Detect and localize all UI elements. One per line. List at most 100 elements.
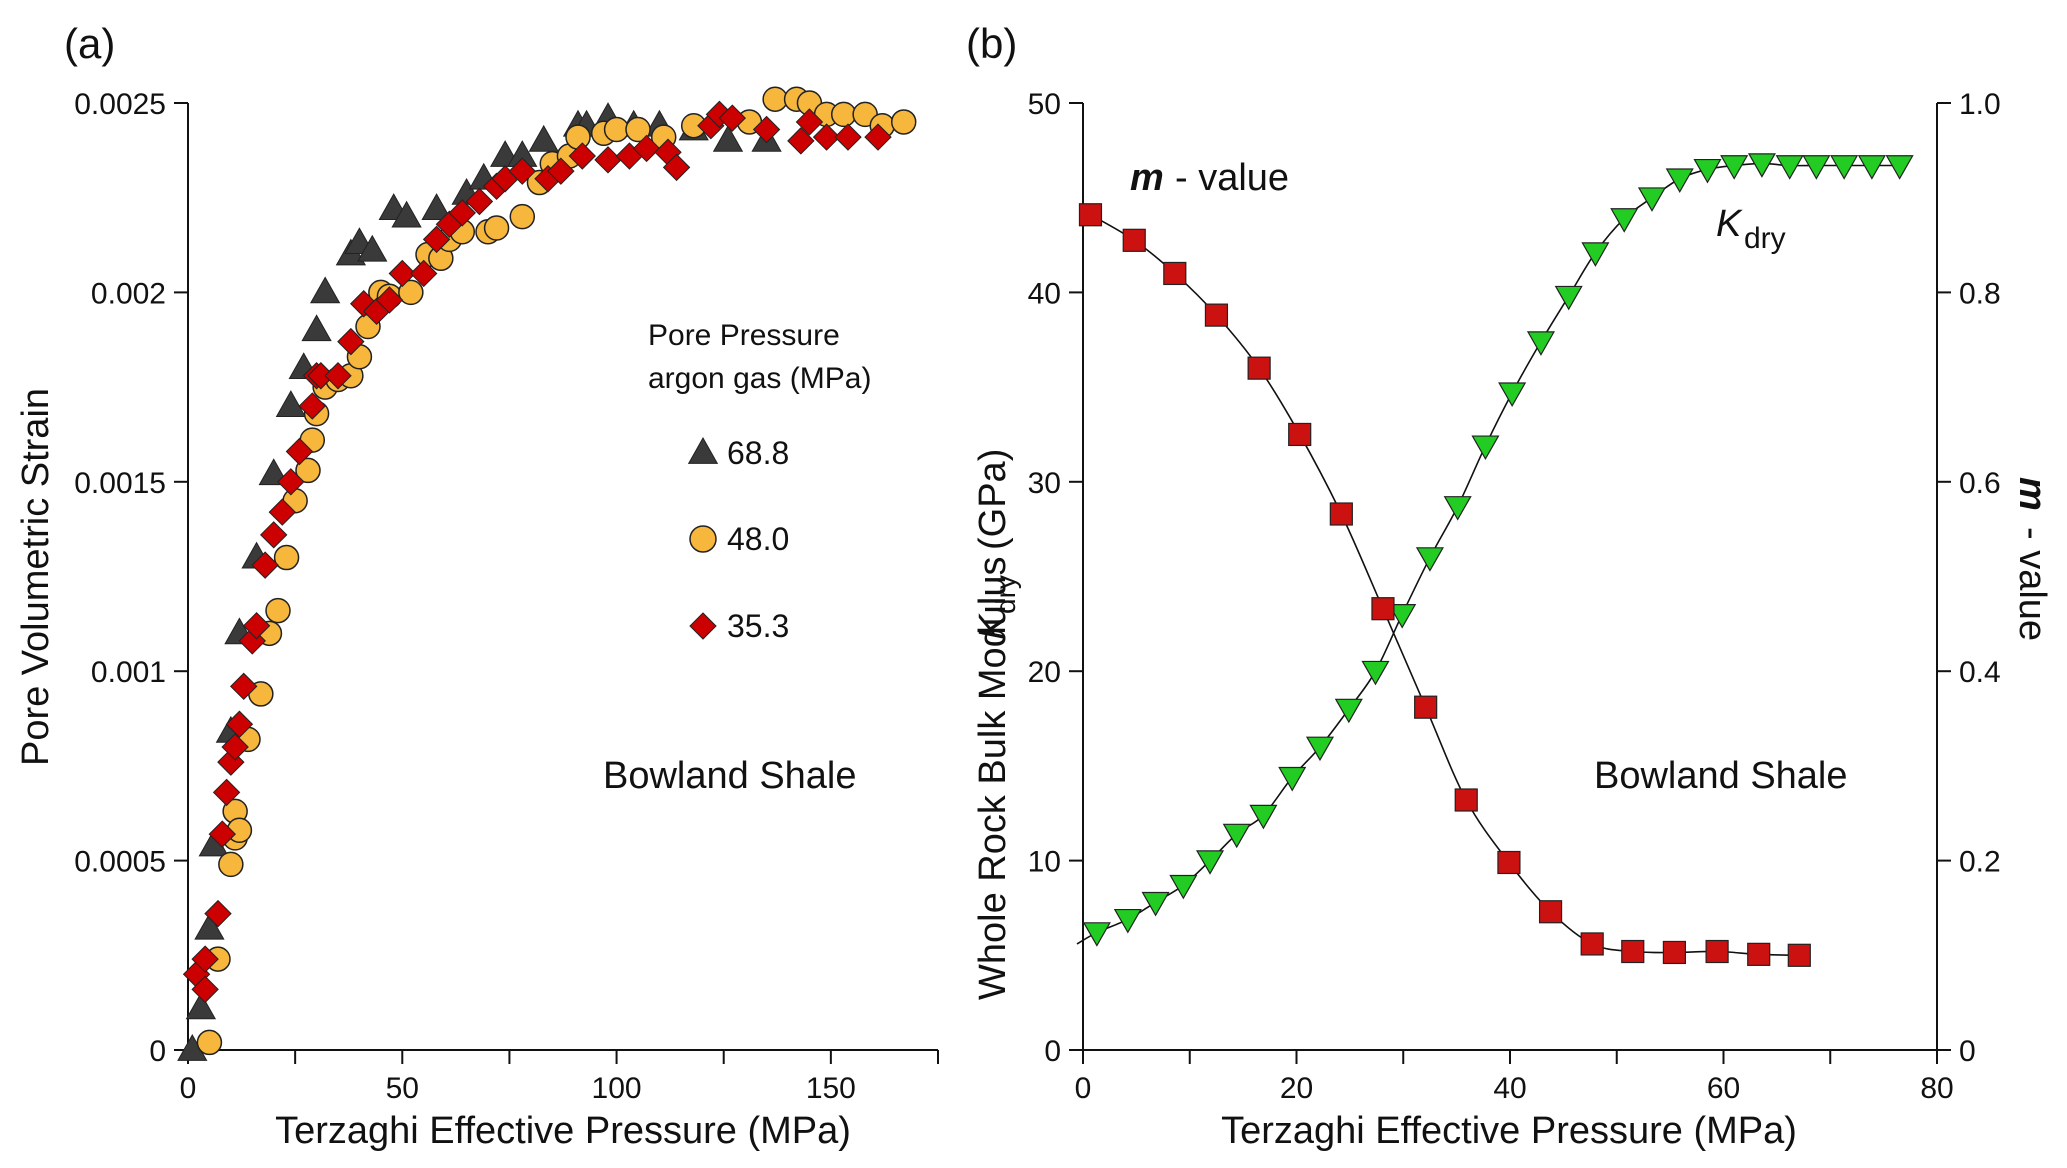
panel-b-right-y-tick-label: 0.4 — [1959, 656, 2001, 689]
point-k-dry — [1775, 155, 1804, 180]
point-35-3 — [225, 710, 254, 738]
point-48-0 — [603, 116, 630, 143]
panel-b-left-y-tick-label: 50 — [1028, 88, 1061, 121]
legend-label-48-0: 48.0 — [727, 521, 789, 557]
panel-a-y-tick-label: 0.001 — [91, 656, 166, 689]
point-35-3 — [422, 225, 451, 254]
point-m-value — [1414, 695, 1438, 719]
point-35-3 — [260, 521, 288, 549]
point-35-3 — [662, 153, 691, 182]
point-68-8 — [528, 124, 559, 152]
panel-a-y-tick-label: 0.0005 — [74, 846, 166, 879]
left-axis-title-subscript: dry — [990, 575, 1021, 614]
panel-b-left-y-tick-label: 0 — [1044, 1035, 1061, 1068]
point-m-value — [1247, 356, 1271, 380]
point-35-3 — [277, 468, 305, 496]
point-k-dry — [1885, 155, 1914, 180]
point-k-dry — [1278, 766, 1307, 792]
point-48-0 — [218, 851, 244, 878]
point-35-3 — [568, 142, 596, 170]
left-axis-title-text: Whole Rock Bulk Modulus — [972, 556, 1014, 1000]
panel-b-left-axis-title: Whole Rock Bulk Modulus K dry (GPa) — [972, 449, 1021, 1000]
point-m-value — [1662, 940, 1686, 965]
point-48-0 — [273, 544, 300, 571]
panel-b-right-y-tick-label: 0.8 — [1959, 277, 2001, 310]
point-k-dry — [1802, 155, 1831, 180]
point-35-3 — [594, 146, 622, 174]
point-35-3 — [204, 899, 232, 928]
panel-b-left-y-tick-label: 10 — [1028, 846, 1061, 879]
panel-b-right-y-tick-label: 0 — [1959, 1035, 1976, 1068]
point-68-8 — [712, 124, 744, 152]
point-48-0 — [398, 279, 424, 306]
point-35-3 — [410, 259, 438, 288]
point-m-value — [1329, 502, 1353, 526]
panel-b-right-axis-title: m - value — [2011, 477, 2053, 641]
panel-a-x-tick-label: 0 — [180, 1072, 197, 1105]
point-k-dry — [1141, 891, 1170, 917]
point-35-3 — [375, 286, 404, 314]
point-35-3 — [864, 123, 892, 151]
kdry-label-k: K — [1716, 203, 1743, 245]
point-48-0 — [295, 457, 321, 484]
point-35-3 — [795, 108, 824, 136]
legend-marker-68-8 — [687, 437, 719, 464]
point-35-3 — [787, 127, 815, 155]
panel-b-x-tick-label: 60 — [1707, 1072, 1740, 1105]
panel-b-x-tick-label: 40 — [1493, 1072, 1526, 1105]
point-68-8 — [309, 276, 341, 304]
point-48-0 — [890, 109, 917, 135]
panel-b-left-y-tick-label: 20 — [1028, 656, 1061, 689]
point-35-3 — [208, 820, 236, 848]
point-68-8 — [185, 992, 217, 1020]
point-35-3 — [812, 123, 841, 151]
point-k-dry — [1249, 804, 1278, 830]
point-k-dry — [1526, 331, 1555, 356]
point-35-3 — [191, 975, 219, 1004]
panel-b-x-tick-label: 80 — [1920, 1072, 1953, 1105]
point-35-3 — [834, 123, 862, 151]
point-35-3 — [212, 778, 241, 807]
panel-b-right-y-tick-label: 0.6 — [1959, 467, 2001, 500]
panel-b-left-y-tick-label: 40 — [1028, 277, 1061, 310]
panel-a-x-tick-label: 100 — [592, 1072, 642, 1105]
point-35-3 — [547, 157, 575, 185]
point-k-dry — [1581, 242, 1610, 267]
panel-a-y-tick-label: 0.0025 — [74, 88, 166, 121]
panel-a-x-tick-label: 50 — [386, 1072, 419, 1105]
panel-a-y-tick-label: 0 — [149, 1035, 166, 1068]
point-48-0 — [625, 116, 651, 143]
point-68-8 — [275, 390, 307, 417]
point-k-dry — [1415, 547, 1444, 572]
point-35-3 — [324, 362, 352, 390]
panel-a-x-axis-title: Terzaghi Effective Pressure (MPa) — [275, 1110, 851, 1152]
point-m-value — [1454, 788, 1478, 812]
m-value-label-text: - value — [1175, 157, 1289, 199]
panel-b-annotation: Bowland Shale — [1594, 755, 1848, 797]
panel-b-left-y-tick-label: 30 — [1028, 467, 1061, 500]
panel-a-y-tick-label: 0.002 — [91, 277, 166, 310]
point-35-3 — [388, 259, 416, 288]
point-k-dry — [1471, 435, 1500, 461]
point-m-value — [1580, 932, 1604, 956]
point-35-3 — [448, 199, 476, 227]
point-m-value — [1787, 943, 1811, 967]
point-k-dry — [1665, 168, 1694, 193]
point-m-value — [1538, 900, 1563, 924]
legend-title-line1: Pore Pressure — [648, 319, 840, 352]
point-k-dry — [1443, 496, 1472, 521]
point-48-0 — [483, 215, 510, 241]
point-k-dry — [1305, 736, 1335, 762]
point-m-value — [1705, 939, 1729, 964]
point-k-dry — [1857, 155, 1886, 180]
panel-b-label: (b) — [966, 20, 1017, 67]
panel-a-label: (a) — [64, 20, 115, 67]
left-axis-title-symbol: K — [972, 613, 1014, 640]
point-35-3 — [221, 733, 249, 761]
legend-title-line2: argon gas (MPa) — [648, 362, 871, 395]
point-m-value — [1497, 850, 1521, 875]
point-k-dry — [1610, 208, 1639, 233]
point-m-value — [1371, 597, 1395, 621]
point-k-dry — [1830, 155, 1859, 180]
point-35-3 — [752, 115, 781, 144]
